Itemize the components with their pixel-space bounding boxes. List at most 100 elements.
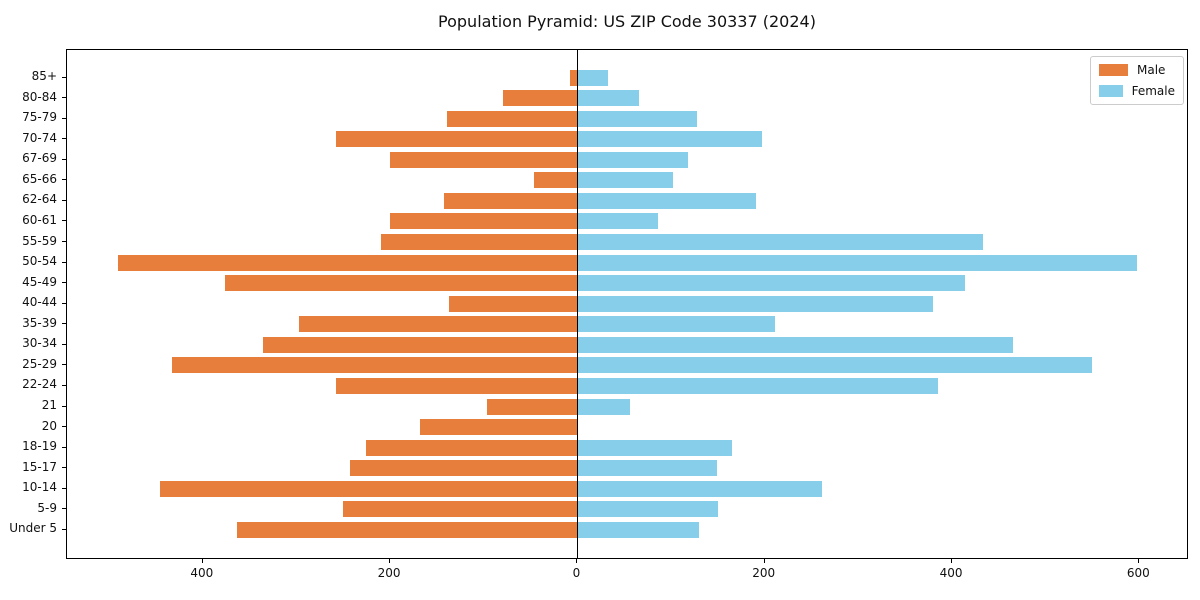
y-tick-mark — [62, 138, 66, 140]
bar-male-85+ — [569, 69, 578, 86]
y-tick-mark — [62, 199, 66, 201]
y-tick-mark — [62, 446, 66, 448]
bar-female-15-17 — [577, 460, 718, 477]
y-tick-mark — [62, 364, 66, 366]
y-tick-label: 10-14 — [22, 480, 57, 495]
y-tick-label: 85+ — [31, 69, 57, 83]
chart-title: Population Pyramid: US ZIP Code 30337 (2… — [438, 12, 816, 31]
bar-female-62-64 — [577, 192, 756, 209]
y-tick-mark — [62, 508, 66, 510]
bar-male-15-17 — [349, 460, 578, 477]
bar-male-35-39 — [299, 316, 578, 333]
bar-male-18-19 — [365, 439, 578, 456]
bar-male-80-84 — [502, 90, 578, 107]
x-tick-mark — [389, 559, 391, 563]
y-tick-label: 5-9 — [37, 500, 57, 515]
bar-female-70-74 — [577, 131, 763, 148]
y-tick-mark — [62, 76, 66, 78]
bar-male-22-24 — [335, 377, 578, 394]
y-tick-mark — [62, 323, 66, 325]
bar-male-40-44 — [449, 295, 578, 312]
y-tick-mark — [62, 97, 66, 99]
y-tick-mark — [62, 487, 66, 489]
x-tick-mark — [1138, 559, 1140, 563]
y-tick-label: 22-24 — [22, 377, 57, 392]
bar-female-22-24 — [577, 377, 938, 394]
y-tick-mark — [62, 405, 66, 407]
legend-male-label: Male — [1137, 63, 1166, 77]
bar-female-50-54 — [577, 254, 1138, 271]
y-tick-label: 30-34 — [22, 336, 57, 351]
y-tick-label: 21 — [41, 398, 57, 413]
x-tick-mark — [576, 559, 578, 563]
y-tick-label: 45-49 — [22, 274, 57, 289]
y-tick-label: 50-54 — [22, 254, 57, 269]
y-tick-label: Under 5 — [9, 521, 57, 536]
male-swatch-icon — [1099, 64, 1128, 76]
plot-area: Male Female — [66, 49, 1188, 559]
y-tick-mark — [62, 220, 66, 222]
y-tick-label: 40-44 — [22, 295, 57, 310]
bar-male-65-66 — [534, 172, 578, 189]
x-tick-label: 400 — [190, 566, 214, 580]
y-tick-label: 18-19 — [22, 439, 57, 454]
y-tick-label: 20 — [41, 418, 57, 433]
y-tick-label: 80-84 — [22, 89, 57, 104]
bar-male-5-9 — [343, 501, 578, 518]
bar-male-60-61 — [390, 213, 578, 230]
legend-item-male: Male — [1099, 64, 1175, 76]
y-tick-mark — [62, 384, 66, 386]
bar-female-85+ — [577, 69, 608, 86]
x-tick-label: 200 — [752, 566, 776, 580]
y-tick-mark — [62, 179, 66, 181]
y-tick-label: 15-17 — [22, 459, 57, 474]
legend: Male Female — [1090, 56, 1184, 105]
female-swatch-icon — [1099, 85, 1123, 97]
y-tick-label: 60-61 — [22, 212, 57, 227]
x-tick-label: 600 — [1126, 566, 1150, 580]
y-tick-mark — [62, 467, 66, 469]
bar-female-40-44 — [577, 295, 933, 312]
bar-female-67-69 — [577, 151, 689, 168]
y-tick-mark — [62, 528, 66, 530]
bar-male-45-49 — [225, 275, 578, 292]
y-tick-label: 65-66 — [22, 171, 57, 186]
bar-female-55-59 — [577, 234, 984, 251]
y-tick-label: 55-59 — [22, 233, 57, 248]
bar-male-67-69 — [390, 151, 578, 168]
y-tick-label: 67-69 — [22, 151, 57, 166]
legend-female-label: Female — [1131, 84, 1175, 98]
x-tick-mark — [951, 559, 953, 563]
x-tick-label: 400 — [939, 566, 963, 580]
y-tick-label: 35-39 — [22, 315, 57, 330]
y-tick-mark — [62, 302, 66, 304]
y-tick-label: 62-64 — [22, 192, 57, 207]
x-tick-label: 200 — [377, 566, 401, 580]
bar-male-75-79 — [447, 110, 578, 127]
y-tick-label: 75-79 — [22, 110, 57, 125]
bar-male-25-29 — [171, 357, 578, 374]
bar-male-Under 5 — [236, 521, 578, 538]
y-tick-mark — [62, 282, 66, 284]
bar-female-10-14 — [577, 480, 823, 497]
y-tick-label: 25-29 — [22, 356, 57, 371]
bar-male-30-34 — [262, 336, 578, 353]
y-tick-mark — [62, 117, 66, 119]
bar-male-10-14 — [159, 480, 578, 497]
bar-male-20 — [420, 419, 578, 436]
bar-female-21 — [577, 398, 631, 415]
bar-male-21 — [486, 398, 578, 415]
bar-female-18-19 — [577, 439, 732, 456]
legend-item-female: Female — [1099, 85, 1175, 97]
bar-female-Under 5 — [577, 521, 699, 538]
bar-female-60-61 — [577, 213, 659, 230]
y-tick-mark — [62, 343, 66, 345]
bar-male-50-54 — [117, 254, 578, 271]
bar-female-25-29 — [577, 357, 1093, 374]
y-tick-mark — [62, 158, 66, 160]
y-tick-mark — [62, 241, 66, 243]
zero-axis-line — [576, 50, 578, 558]
bar-female-80-84 — [577, 90, 639, 107]
bar-female-35-39 — [577, 316, 775, 333]
